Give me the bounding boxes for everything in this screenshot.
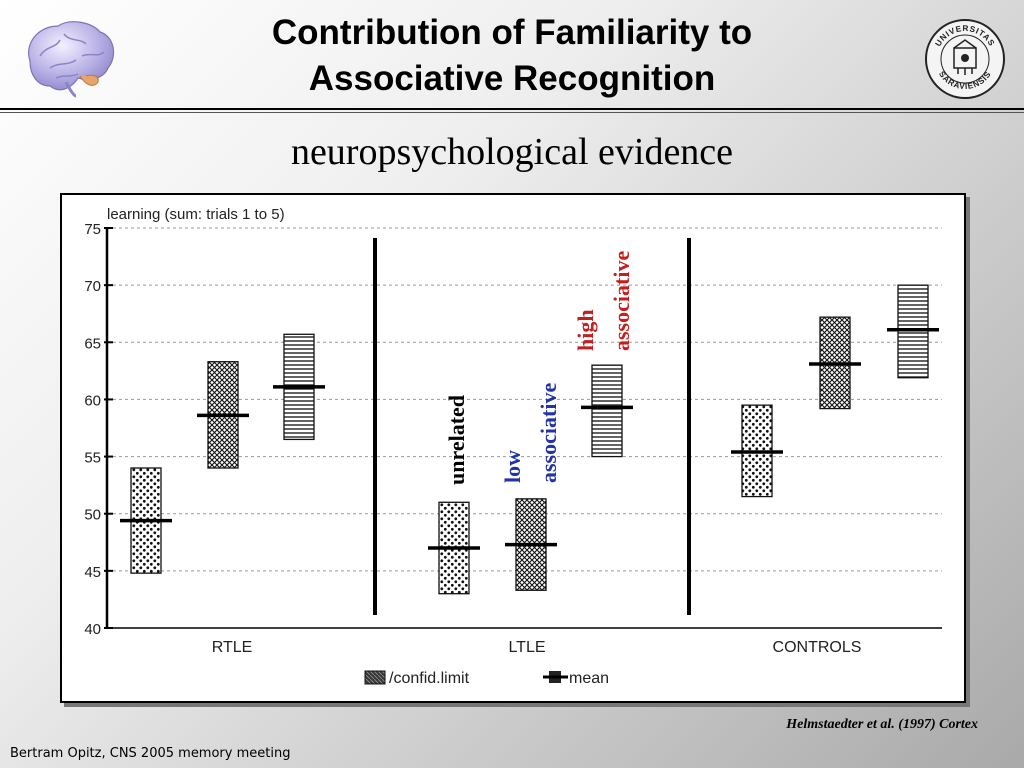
legend-confidence-label: /confid.limit bbox=[389, 670, 470, 687]
confidence-box bbox=[591, 364, 623, 458]
y-tick-label: 50 bbox=[84, 507, 101, 524]
group-label: CONTROLS bbox=[773, 639, 862, 656]
brain-icon bbox=[28, 21, 115, 98]
slide-subtitle: neuropsychological evidence bbox=[290, 131, 734, 173]
y-tick-label: 65 bbox=[84, 335, 101, 352]
citation: Helmstaedter et al. (1997) Cortex bbox=[786, 717, 978, 732]
y-tick-label: 55 bbox=[84, 450, 101, 467]
footer: Bertram Opitz, CNS 2005 memory meeting bbox=[10, 746, 291, 761]
condition-label: high bbox=[573, 309, 598, 351]
y-tick-label: 60 bbox=[84, 392, 101, 409]
legend-confidence-swatch bbox=[364, 670, 386, 685]
slide-title: Contribution of Familiarity to Associati… bbox=[150, 10, 874, 102]
condition-label: associative bbox=[536, 383, 561, 483]
chart-frame: learning (sum: trials 1 to 5) 75 70 65 60 55 5… bbox=[60, 193, 966, 703]
condition-label: associative bbox=[609, 251, 634, 351]
title-line-2: Associative Recognition bbox=[308, 59, 716, 98]
condition-label: low bbox=[500, 450, 525, 483]
legend-mean-label: mean bbox=[569, 670, 609, 687]
title-line-1: Contribution of Familiarity to bbox=[271, 13, 753, 52]
title-rule-thin bbox=[0, 112, 1024, 113]
chart: learning (sum: trials 1 to 5) 75 70 65 60 55 5… bbox=[84, 206, 942, 687]
title-rule bbox=[0, 108, 1024, 110]
condition-label: unrelated bbox=[444, 395, 469, 485]
group-label: RTLE bbox=[212, 639, 253, 656]
university-seal-icon: UNIVERSITAS SARAVIENSIS bbox=[925, 19, 1005, 99]
y-tick-label: 75 bbox=[84, 221, 101, 238]
group-label: LTLE bbox=[508, 639, 545, 656]
y-tick-label: 45 bbox=[84, 564, 101, 581]
y-tick-label: 40 bbox=[84, 621, 101, 638]
chart-title: learning (sum: trials 1 to 5) bbox=[107, 206, 285, 223]
y-tick-label: 70 bbox=[84, 278, 101, 295]
